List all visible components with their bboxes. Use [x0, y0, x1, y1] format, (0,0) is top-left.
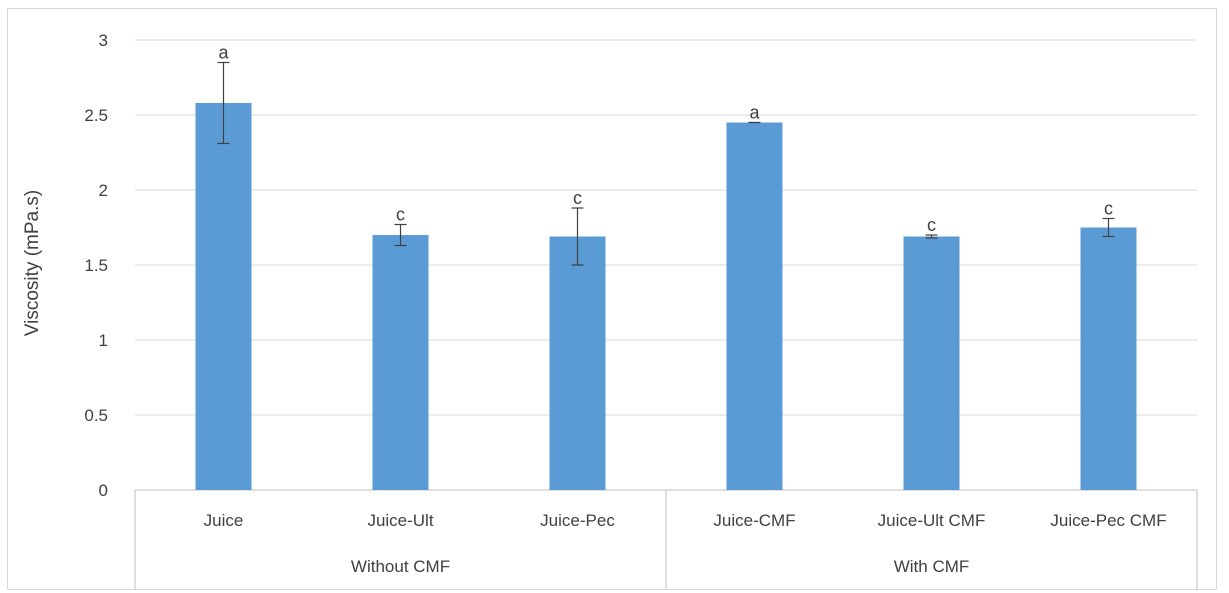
y-tick-label: 2.5: [84, 106, 108, 125]
axes: [134, 489, 1198, 590]
labels: 0 0.5 1 1.5 2 2.5 3 Without CMF With CMF a Juice c J…: [84, 31, 1166, 576]
significance-label: c: [1104, 199, 1113, 219]
y-tick-label: 1: [99, 331, 108, 350]
gridlines: [135, 39, 1197, 416]
bar: [726, 122, 783, 490]
x-tick-label: Juice-Ult CMF: [878, 511, 986, 530]
y-tick-label: 1.5: [84, 256, 108, 275]
y-tick-label: 3: [99, 31, 108, 50]
x-tick-label: Juice: [204, 511, 244, 530]
y-tick-label: 2: [99, 181, 108, 200]
x-tick-label: Juice-Pec CMF: [1050, 511, 1166, 530]
x-tick-label: Juice-Pec: [540, 511, 615, 530]
significance-label: a: [749, 103, 760, 123]
significance-label: c: [573, 188, 582, 208]
y-tick-label: 0.5: [84, 406, 108, 425]
bar: [903, 236, 960, 490]
bar: [372, 235, 429, 490]
x-tick-label: Juice-Ult: [367, 511, 433, 530]
y-tick-label: 0: [99, 481, 108, 500]
group-label: With CMF: [894, 557, 970, 576]
significance-label: c: [396, 205, 405, 225]
group-label: Without CMF: [351, 557, 450, 576]
significance-label: a: [218, 43, 229, 63]
bar: [549, 236, 606, 490]
y-axis-title: Viscosity (mPa.s): [22, 190, 43, 336]
bars: [195, 61, 1137, 490]
significance-label: c: [927, 215, 936, 235]
bar: [1080, 227, 1137, 490]
bar: [195, 103, 252, 490]
x-tick-label: Juice-CMF: [713, 511, 795, 530]
